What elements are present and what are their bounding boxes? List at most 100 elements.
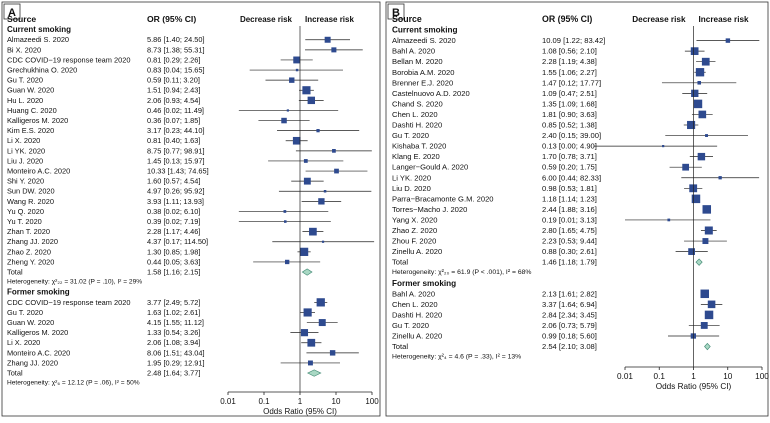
- study-or-ci: 1.63 [1.02; 2.61]: [147, 308, 200, 317]
- x-axis-title: Odds Ratio (95% CI): [263, 407, 337, 416]
- study-weight-square: [698, 110, 707, 119]
- study-or-ci: 1.45 [0.13; 15.97]: [147, 156, 205, 165]
- study-weight-square: [697, 81, 702, 85]
- study-weight-square: [707, 300, 716, 309]
- panel-label: A: [8, 7, 16, 19]
- study-weight-square: [700, 322, 708, 329]
- study-name: Zhang JJ. 2020: [7, 237, 58, 246]
- study-weight-square: [687, 120, 696, 130]
- x-tick-label: 10: [332, 397, 341, 406]
- study-or-ci: 1.70 [0.78; 3.71]: [542, 152, 597, 161]
- study-name: Dashti H. 2020: [392, 310, 442, 319]
- decrease-risk-label: Decrease risk: [240, 15, 293, 24]
- study-or-ci: 1.60 [0.57; 4.54]: [147, 177, 200, 186]
- study-or-ci: 0.59 [0.11; 3.20]: [147, 76, 200, 85]
- study-name: Li YK. 2020: [7, 146, 45, 155]
- study-or-ci: 1.08 [0.56; 2.10]: [542, 47, 597, 56]
- study-name: Gu T. 2020: [392, 321, 429, 330]
- study-or-ci: 1.09 [0.47; 2.51]: [542, 89, 597, 98]
- total-or-ci: 2.48 [1.64; 3.77]: [147, 369, 200, 378]
- study-weight-square: [334, 168, 339, 174]
- study-name: CDC COVID−19 response team 2020: [7, 298, 130, 307]
- study-or-ci: 3.77 [2.49; 5.72]: [147, 298, 200, 307]
- study-name: Yu T. 2020: [7, 217, 42, 226]
- study-weight-square: [309, 227, 317, 236]
- study-weight-square: [682, 163, 690, 171]
- study-or-ci: 2.44 [1.88; 3.16]: [542, 205, 597, 214]
- x-tick-label: 1: [691, 372, 696, 381]
- study-name: Li X. 2020: [7, 136, 40, 145]
- study-weight-square: [691, 194, 701, 204]
- study-or-ci: 0.36 [0.07; 1.85]: [147, 116, 200, 125]
- study-name: Sun DW. 2020: [7, 187, 55, 196]
- study-weight-square: [307, 96, 316, 105]
- study-name: Bi X. 2020: [7, 45, 41, 54]
- study-name: Liu J. 2020: [7, 156, 43, 165]
- study-or-ci: 10.33 [1.43; 74.65]: [147, 167, 209, 176]
- x-tick-label: 0.01: [617, 372, 633, 381]
- study-or-ci: 1.51 [0.94; 2.43]: [147, 86, 200, 95]
- study-weight-square: [693, 99, 703, 109]
- study-or-ci: 1.81 [0.90; 3.63]: [542, 110, 597, 119]
- study-weight-square: [307, 338, 316, 347]
- study-name: Shi Y. 2020: [7, 177, 44, 186]
- study-or-ci: 0.88 [0.30; 2.61]: [542, 247, 597, 256]
- study-or-ci: 1.47 [0.12; 17.77]: [542, 78, 601, 87]
- study-weight-square: [302, 86, 311, 95]
- study-weight-square: [307, 360, 313, 366]
- total-label: Total: [7, 268, 23, 277]
- study-name: Chen L. 2020: [392, 300, 438, 309]
- study-or-ci: 0.98 [0.53; 1.81]: [542, 184, 597, 193]
- group-heading: Former smoking: [7, 288, 70, 297]
- study-name: Gu T. 2020: [392, 131, 429, 140]
- study-name: Kalligeros M. 2020: [7, 328, 68, 337]
- study-name: Monteiro A.C. 2020: [7, 348, 70, 357]
- study-or-ci: 2.13 [1.61; 2.82]: [542, 289, 597, 298]
- study-weight-square: [332, 148, 336, 153]
- study-or-ci: 0.46 [0.02; 11.49]: [147, 106, 204, 115]
- study-weight-square: [289, 77, 295, 83]
- study-weight-square: [695, 68, 705, 77]
- x-tick-label: 0.01: [220, 397, 236, 406]
- study-weight-square: [323, 189, 327, 193]
- study-weight-square: [293, 56, 301, 64]
- study-name: Zheng Y. 2020: [7, 257, 54, 266]
- study-or-ci: 0.59 [0.20; 1.75]: [542, 163, 597, 172]
- study-weight-square: [697, 152, 706, 161]
- study-weight-square: [303, 159, 308, 163]
- study-name: Gu T. 2020: [7, 308, 43, 317]
- study-name: Dashti H. 2020: [392, 121, 442, 130]
- study-name: Monteiro A.C. 2020: [7, 167, 70, 176]
- study-or-ci: 2.06 [0.93; 4.54]: [147, 96, 200, 105]
- study-name: Zhou F. 2020: [392, 237, 436, 246]
- study-or-ci: 8.06 [1.51; 43.04]: [147, 348, 205, 357]
- study-weight-square: [662, 144, 665, 148]
- study-weight-square: [725, 38, 731, 43]
- study-weight-square: [318, 319, 326, 327]
- study-or-ci: 0.85 [0.52; 1.38]: [542, 121, 597, 130]
- study-name: Liu D. 2020: [392, 184, 431, 193]
- pooled-estimate-diamond: [301, 268, 313, 276]
- study-weight-square: [700, 289, 709, 299]
- panel-border: [1, 1, 381, 417]
- study-name: Klang E. 2020: [392, 152, 440, 161]
- study-or-ci: 2.40 [0.15; 39.00]: [542, 131, 601, 140]
- study-weight-square: [303, 177, 311, 185]
- study-name: Brenner E.J. 2020: [392, 78, 453, 87]
- study-name: Wang R. 2020: [7, 197, 54, 206]
- study-name: Zhan T. 2020: [7, 227, 50, 236]
- total-or-ci: 2.54 [2.10; 3.08]: [542, 342, 597, 351]
- heterogeneity-text: Heterogeneity: χ²₂₀ = 61.9 (P < .001), I…: [392, 269, 531, 276]
- study-or-ci: 1.33 [0.54; 3.26]: [147, 328, 200, 337]
- study-or-ci: 10.09 [1.22; 83.42]: [542, 36, 605, 45]
- study-name: Guan W. 2020: [7, 86, 54, 95]
- study-name: Almazeedi S. 2020: [392, 36, 456, 45]
- study-or-ci: 4.15 [1.55; 11.12]: [147, 318, 204, 327]
- study-or-ci: 1.18 [1.14; 1.23]: [542, 194, 597, 203]
- study-weight-square: [316, 298, 325, 307]
- study-name: Li YK. 2020: [392, 173, 431, 182]
- study-weight-square: [690, 47, 699, 55]
- source-column-header: Source: [392, 14, 422, 24]
